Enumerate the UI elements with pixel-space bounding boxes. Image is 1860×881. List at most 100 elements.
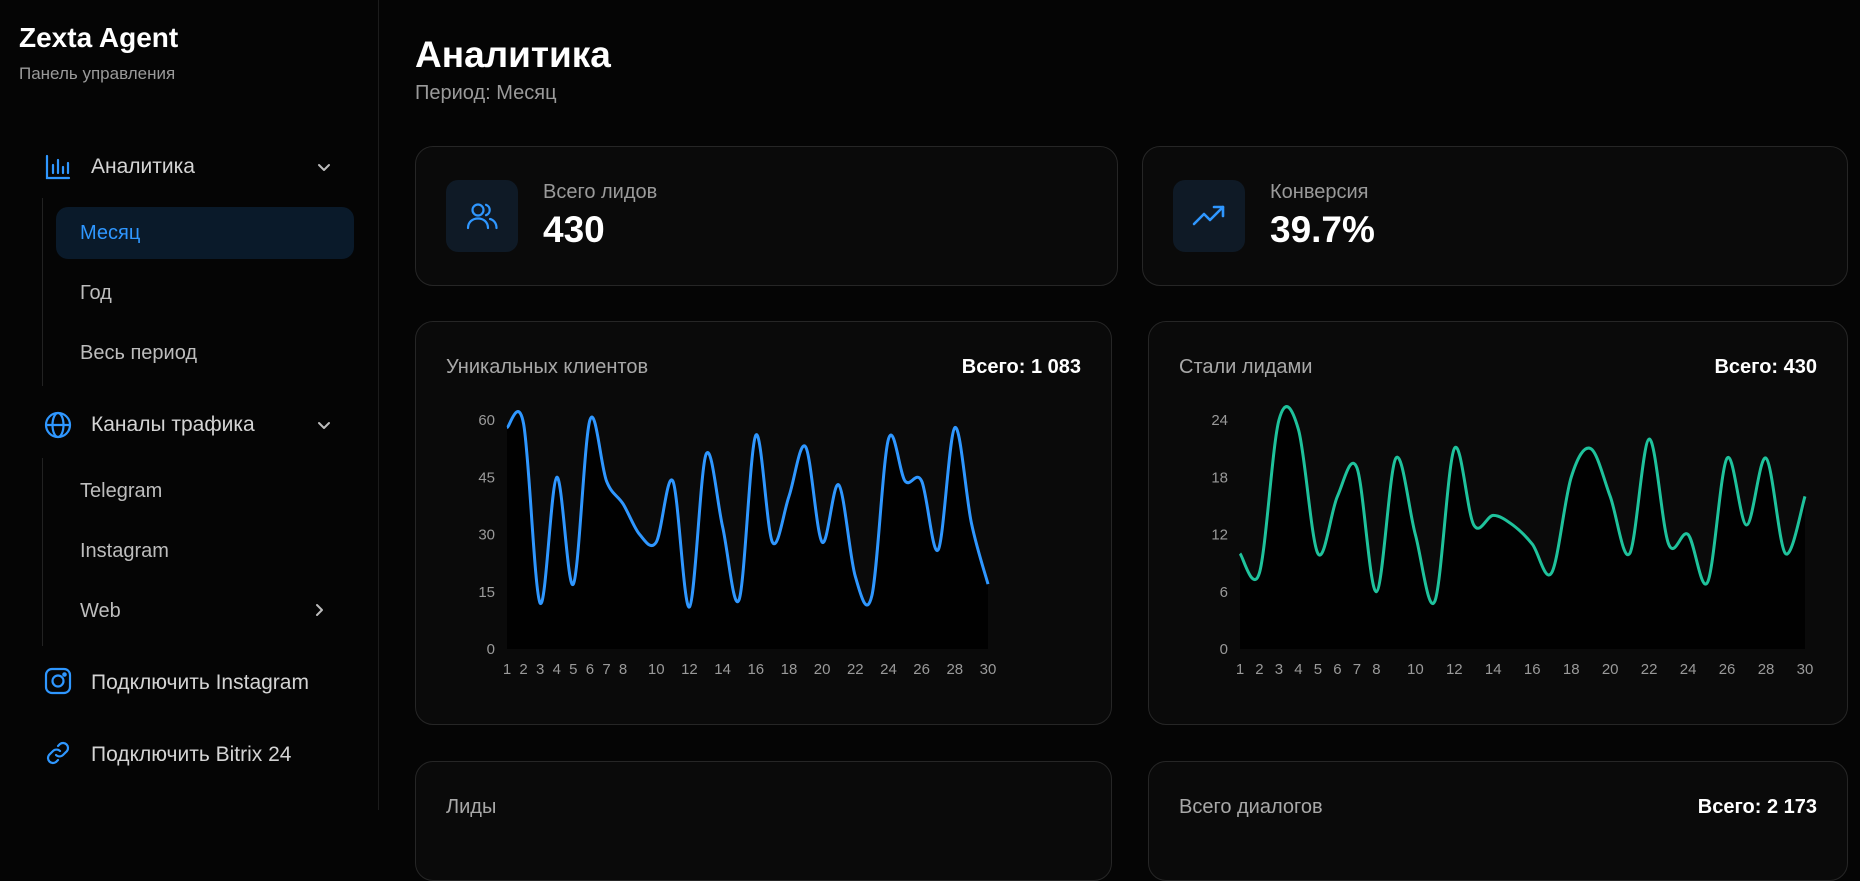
x-tick-label: 3 [536, 661, 544, 678]
series-area [1240, 407, 1805, 649]
x-tick-label: 10 [648, 661, 665, 678]
stat-value: 39.7% [1270, 209, 1375, 251]
x-tick-label: 6 [586, 661, 594, 678]
sidebar-item-instagram[interactable]: Instagram [56, 525, 354, 577]
chart-total: Всего: 2 173 [1698, 796, 1817, 819]
page-title: Аналитика [415, 34, 611, 76]
sidebar-item-month[interactable]: Месяц [56, 207, 354, 259]
x-tick-label: 6 [1333, 661, 1341, 678]
users-icon [446, 180, 518, 252]
globe-icon [44, 411, 72, 439]
x-tick-label: 10 [1407, 661, 1424, 678]
sidebar: Zexta Agent Панель управления Аналитика … [0, 0, 379, 810]
sidebar-item-label: Год [80, 282, 112, 305]
chevron-right-icon [310, 601, 328, 625]
analytics-submenu [42, 198, 43, 386]
x-tick-label: 28 [1758, 661, 1775, 678]
x-tick-label: 7 [602, 661, 610, 678]
nav-group-analytics-label: Аналитика [91, 155, 314, 179]
sidebar-item-telegram[interactable]: Telegram [56, 465, 354, 517]
x-tick-label: 22 [1641, 661, 1658, 678]
y-tick-label: 15 [478, 584, 495, 601]
x-tick-label: 28 [946, 661, 963, 678]
x-tick-label: 7 [1353, 661, 1361, 678]
chart-card-leads: Лиды [415, 761, 1112, 881]
x-tick-label: 26 [1719, 661, 1736, 678]
chevron-down-icon[interactable] [314, 415, 334, 435]
stat-label: Всего лидов [543, 181, 657, 204]
nav-group-analytics[interactable]: Аналитика [44, 147, 334, 187]
x-tick-label: 2 [1255, 661, 1263, 678]
x-tick-label: 4 [1294, 661, 1302, 678]
x-tick-label: 12 [681, 661, 698, 678]
stat-card-conversion: Конверсия 39.7% [1142, 146, 1848, 286]
x-tick-label: 5 [1314, 661, 1322, 678]
x-tick-label: 30 [1797, 661, 1814, 678]
y-tick-label: 30 [478, 527, 495, 544]
chevron-down-icon[interactable] [314, 157, 334, 177]
x-tick-label: 24 [1680, 661, 1697, 678]
brand-subtitle: Панель управления [19, 64, 175, 84]
x-tick-label: 16 [747, 661, 764, 678]
nav-group-traffic-label: Каналы трафика [91, 413, 314, 437]
sidebar-item-year[interactable]: Год [56, 267, 354, 319]
x-tick-label: 8 [619, 661, 627, 678]
page-subtitle: Период: Месяц [415, 82, 557, 105]
x-tick-label: 14 [714, 661, 731, 678]
sidebar-item-label: Web [80, 600, 121, 623]
bar-chart-icon [44, 153, 72, 181]
x-tick-label: 12 [1446, 661, 1463, 678]
chart-card-total-dialogs: Всего диалогов Всего: 2 173 [1148, 761, 1848, 881]
x-tick-label: 2 [519, 661, 527, 678]
y-tick-label: 0 [1220, 641, 1228, 658]
connect-bitrix-button[interactable]: Подключить Bitrix 24 [44, 735, 344, 775]
link-icon [44, 739, 72, 772]
x-tick-label: 30 [980, 661, 997, 678]
chart-title: Лиды [446, 796, 496, 819]
y-tick-label: 12 [1211, 527, 1228, 544]
nav-group-traffic[interactable]: Каналы трафика [44, 405, 334, 445]
x-tick-label: 14 [1485, 661, 1502, 678]
y-tick-label: 45 [478, 469, 495, 486]
sidebar-item-all-time[interactable]: Весь период [56, 327, 354, 379]
y-tick-label: 60 [478, 412, 495, 429]
x-tick-label: 18 [1563, 661, 1580, 678]
x-tick-label: 20 [814, 661, 831, 678]
x-tick-label: 8 [1372, 661, 1380, 678]
y-tick-label: 0 [487, 641, 495, 658]
y-tick-label: 6 [1220, 584, 1228, 601]
stat-card-leads: Всего лидов 430 [415, 146, 1118, 286]
sidebar-item-label: Telegram [80, 480, 162, 503]
x-tick-label: 22 [847, 661, 864, 678]
brand-title: Zexta Agent [19, 22, 178, 54]
sidebar-item-label: Месяц [80, 222, 140, 245]
x-tick-label: 1 [1236, 661, 1244, 678]
x-tick-label: 4 [553, 661, 561, 678]
stat-label: Конверсия [1270, 181, 1368, 204]
sidebar-item-web[interactable]: Web [56, 585, 354, 637]
instagram-icon [44, 667, 72, 700]
x-tick-label: 26 [913, 661, 930, 678]
connect-instagram-button[interactable]: Подключить Instagram [44, 663, 344, 703]
sidebar-item-label: Весь период [80, 342, 197, 365]
x-tick-label: 24 [880, 661, 897, 678]
x-tick-label: 16 [1524, 661, 1541, 678]
chart-title: Всего диалогов [1179, 796, 1323, 819]
x-tick-label: 20 [1602, 661, 1619, 678]
connect-bitrix-label: Подключить Bitrix 24 [91, 743, 291, 767]
sidebar-item-label: Instagram [80, 540, 169, 563]
traffic-submenu [42, 458, 43, 646]
y-tick-label: 18 [1211, 469, 1228, 486]
trending-up-icon [1173, 180, 1245, 252]
y-tick-label: 24 [1211, 412, 1228, 429]
x-tick-label: 3 [1275, 661, 1283, 678]
x-tick-label: 1 [503, 661, 511, 678]
main-content: Аналитика Период: Месяц Всего лидов 430 … [379, 0, 1860, 810]
stat-value: 430 [543, 209, 605, 251]
x-tick-label: 5 [569, 661, 577, 678]
connect-instagram-label: Подключить Instagram [91, 671, 309, 695]
